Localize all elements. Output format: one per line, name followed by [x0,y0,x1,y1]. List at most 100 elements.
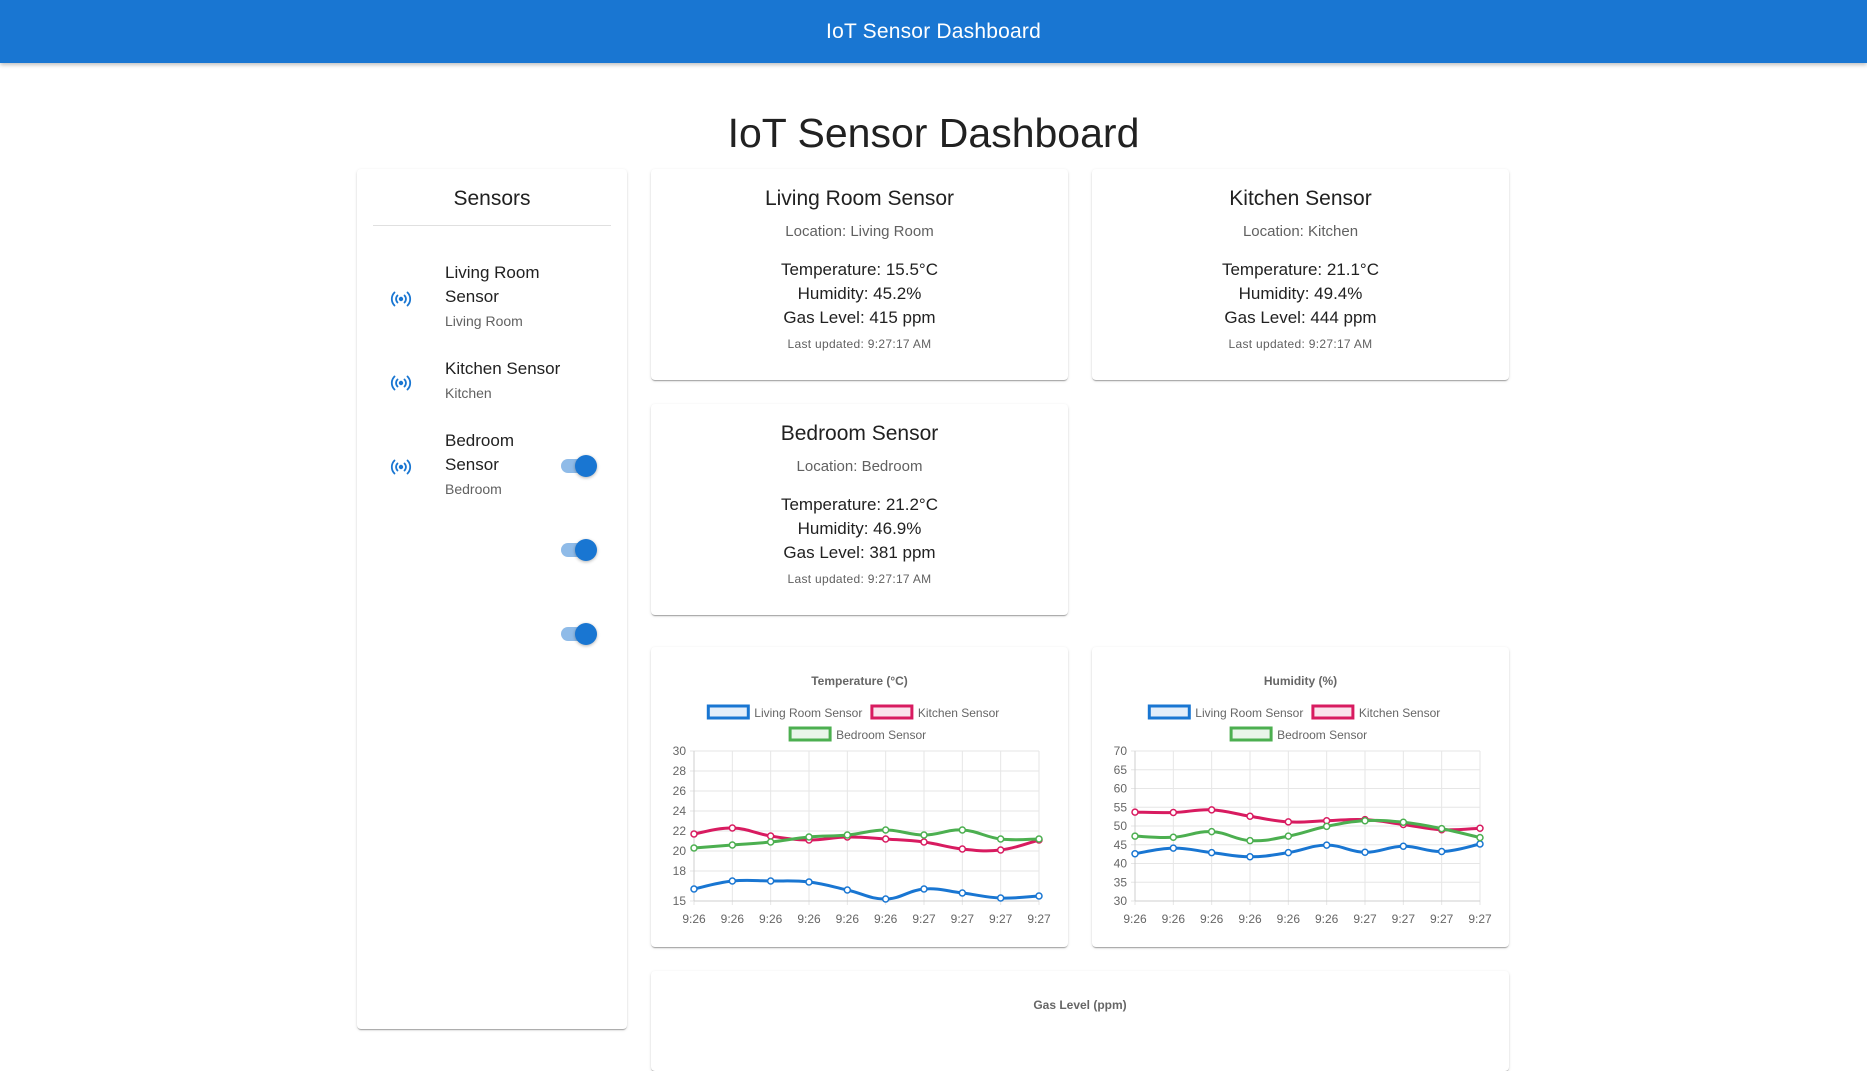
app-bar: IoT Sensor Dashboard [0,0,1867,63]
card-temperature: Temperature: 21.2°C [780,495,939,514]
data-point [690,830,698,838]
sidebar-item-name: Living Room Sensor [445,263,540,306]
series-line [693,826,1040,853]
y-tick-label: 26 [673,784,687,798]
card-title: Living Room Sensor [764,187,955,210]
card-temperature: Temperature: 21.1°C [1221,260,1380,279]
card-location: Location: Kitchen [1242,223,1359,240]
data-point [920,838,928,846]
card-gas-level: Gas Level: 444 ppm [1224,308,1377,327]
x-tick-label: 9:26 [874,912,898,926]
sidebar-item-bedroom[interactable]: Bedroom Sensor Bedroom [357,429,627,507]
data-point [1284,818,1293,826]
x-tick-label: 9:27 [951,912,975,926]
toggle-thumb [575,455,597,477]
x-tick-label: 9:27 [1353,912,1377,926]
card-title: Bedroom Sensor [780,422,939,445]
series-line [1134,842,1481,859]
data-point [728,877,737,885]
data-point [690,885,698,893]
data-point [920,831,928,839]
card-humidity: Humidity: 45.2% [797,284,922,303]
data-point [996,894,1005,902]
toggle-kitchen-sensor[interactable] [557,535,599,563]
legend-swatch [788,726,832,742]
data-point [1131,850,1139,858]
x-tick-label: 9:26 [836,912,860,926]
legend-label: Kitchen Sensor [918,706,999,720]
legend-swatch [1311,704,1355,720]
sidebar-item-living-room[interactable]: Living Room Sensor Living Room [357,261,627,339]
data-point [766,832,775,840]
data-point [1437,824,1446,833]
x-tick-label: 9:27 [989,912,1013,926]
page-title: IoT Sensor Dashboard [727,110,1140,156]
data-point [1246,812,1254,820]
series-line [693,878,1040,901]
x-tick-label: 9:27 [1027,912,1051,926]
data-point [1476,833,1484,842]
legend-label: Living Room Sensor [1195,706,1303,720]
x-tick-label: 9:27 [1392,912,1416,926]
data-point [1476,840,1484,848]
y-tick-label: 45 [1114,838,1128,852]
data-point [1207,827,1216,836]
sidebar-item-kitchen[interactable]: Kitchen Sensor Kitchen [357,357,627,411]
legend-label: Living Room Sensor [754,706,862,720]
card-temperature: Temperature: 15.5°C [780,260,939,279]
data-point [1284,848,1293,857]
temperature-chart-card: Temperature (°C) Living Room Sensor Kitche… [651,647,1068,947]
y-tick-label: 18 [673,864,687,878]
x-tick-label: 9:26 [1315,912,1339,926]
x-tick-label: 9:26 [797,912,821,926]
y-tick-label: 15 [673,894,687,908]
legend-label: Kitchen Sensor [1359,706,1440,720]
series-line [693,828,1040,850]
card-last-updated: Last updated: 9:27:17 AM [1228,337,1373,351]
data-point [1207,806,1216,814]
temperature-chart: Temperature (°C) Living Room Sensor Kitche… [673,674,1051,926]
data-point [958,845,967,853]
sidebar-item-location: Bedroom [445,481,502,497]
sensor-card-bedroom: Bedroom Sensor Location: Bedroom Tempera… [651,404,1068,615]
data-point [1399,842,1408,850]
y-tick-label: 55 [1114,800,1128,814]
sensor-card-kitchen: Kitchen Sensor Location: Kitchen Tempera… [1092,169,1509,380]
app-bar-title: IoT Sensor Dashboard [826,19,1041,43]
sensor-signal-icon [390,459,412,475]
y-tick-label: 70 [1114,744,1128,758]
chart-title: Temperature (°C) [811,674,908,688]
data-point [958,889,967,897]
y-tick-label: 65 [1114,763,1128,777]
data-point [1361,817,1369,825]
data-point [1246,853,1254,861]
data-point [1246,836,1254,845]
x-tick-label: 9:27 [912,912,936,926]
y-tick-label: 40 [1114,857,1128,871]
data-point [1169,844,1178,852]
data-point [1035,835,1043,843]
legend-swatch [1229,726,1273,742]
legend-label: Bedroom Sensor [836,728,926,742]
data-point [958,826,967,834]
data-point [881,895,890,903]
sidebar-title: Sensors [373,187,611,226]
card-location: Location: Living Room [785,223,934,240]
data-point [920,885,928,893]
y-tick-label: 35 [1114,875,1128,889]
data-point [881,826,890,834]
legend-swatch [870,704,914,720]
humidity-chart-card: Humidity (%) Living Room Sensor Kitchen Se… [1092,647,1509,947]
data-point [996,835,1005,843]
humidity-chart: Humidity (%) Living Room Sensor Kitchen Se… [1114,674,1492,926]
chart-title: Gas Level (ppm) [1033,998,1126,1012]
toggle-bedroom-sensor[interactable] [557,619,599,647]
toggle-thumb [575,623,597,645]
data-point [1284,832,1293,840]
data-point [766,838,775,846]
series-line [1134,818,1481,843]
data-point [1169,833,1178,841]
y-tick-label: 30 [673,744,687,758]
toggle-living-room-sensor[interactable] [557,451,599,479]
x-tick-label: 9:26 [682,912,706,926]
